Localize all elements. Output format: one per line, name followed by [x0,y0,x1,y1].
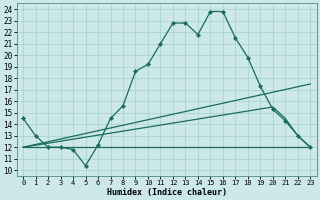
X-axis label: Humidex (Indice chaleur): Humidex (Indice chaleur) [107,188,227,197]
